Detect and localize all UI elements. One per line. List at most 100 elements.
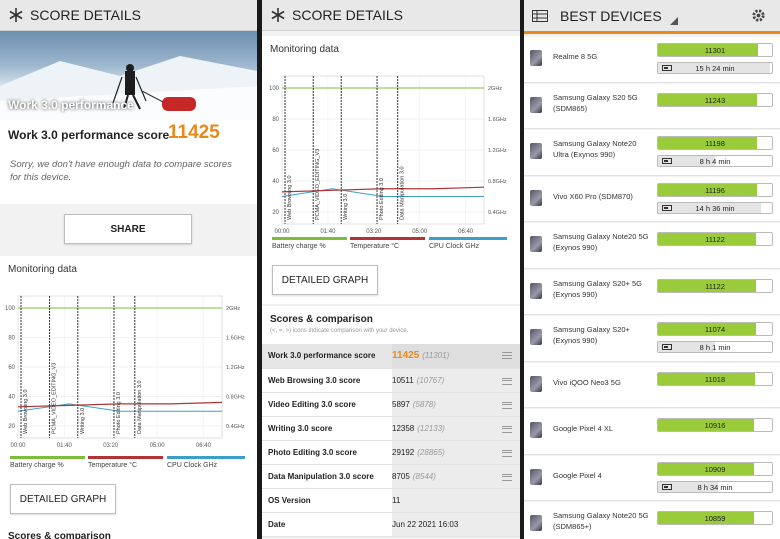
legend-battery-label: Battery charge % [10, 462, 64, 469]
menu-lines-icon[interactable] [502, 401, 512, 409]
score-row-name: Photo Editing 3.0 score [262, 440, 392, 465]
segment-label: PCMA_VIDEO_EDITING_V3 [315, 149, 321, 220]
score-row[interactable]: Web Browsing 3.0 score 10511 (10767) [262, 368, 520, 393]
hero-title: Work 3.0 performance [8, 98, 134, 112]
device-row[interactable]: Samsung Galaxy Note20 5G (SDM865+) 10859 [524, 502, 780, 539]
device-score-bar: 11301 [657, 43, 773, 57]
y-tick-label: 100 [5, 306, 16, 312]
device-name: Samsung Galaxy S20+ (Exynos 990) [553, 325, 630, 345]
score-row[interactable]: Writing 3.0 score 12358 (12133) [262, 416, 520, 441]
menu-lines-icon[interactable] [502, 352, 512, 360]
y-right-tick-label: 2GHz [488, 86, 502, 92]
device-battery-life: 8 h 1 min [699, 343, 731, 352]
page-title[interactable]: BEST DEVICES [560, 7, 662, 24]
device-score-bar: 11198 [657, 136, 773, 150]
monitoring-card: Monitoring data 100 2GHz 80 1.6GHz 60 1.2GHz 4… [262, 36, 520, 304]
segment-label: Data Manipulation 3.0 [137, 380, 143, 434]
detailed-graph-button[interactable]: DETAILED GRAPH [272, 265, 378, 295]
device-thumbnail [530, 236, 542, 253]
score-label: Work 3.0 performance score [8, 128, 170, 142]
gear-icon[interactable] [751, 8, 766, 23]
device-row[interactable]: Samsung Galaxy S20+ (Exynos 990) 11074 8 h… [524, 316, 780, 362]
legend-cpu: CPU Clock GHz [167, 456, 245, 469]
segment-label: Web Browsing 3.0 [287, 175, 293, 220]
device-name: Vivo iQOO Neo3 5G [553, 377, 621, 387]
device-score-fill [658, 419, 755, 431]
device-row[interactable]: Vivo X60 Pro (SDM870) 11196 14 h 36 min [524, 176, 780, 222]
legend-cpu-label: CPU Clock GHz [429, 243, 480, 250]
score-row-reference: (8544) [412, 471, 436, 481]
device-score: 11122 [705, 281, 725, 291]
device-thumbnail [530, 96, 542, 113]
device-battery-life: 15 h 24 min [695, 64, 735, 73]
device-row[interactable]: Google Pixel 4 XL 10916 [524, 409, 780, 455]
score-row-name: Work 3.0 performance score [262, 344, 392, 369]
score-row[interactable]: Data Manipulation 3.0 score 8705 (8544) [262, 464, 520, 489]
scores-comparison-title: Scores & comparison [270, 314, 373, 325]
device-score: 10916 [704, 421, 726, 430]
monitoring-title: Monitoring data [262, 36, 520, 63]
share-button[interactable]: SHARE [64, 214, 192, 244]
score-row[interactable]: Date Jun 22 2021 16:03 [262, 512, 520, 537]
dropdown-corner-icon[interactable] [669, 16, 678, 25]
y-tick-label: 20 [8, 424, 15, 430]
device-row[interactable]: Samsung Galaxy S20 5G (SDM865) 11243 [524, 83, 780, 129]
segment-label: Photo Editing 3.0 [116, 392, 122, 434]
score-details-panel-1: SCORE DETAILS Work 3.0 performance Work … [0, 0, 257, 539]
device-thumbnail [530, 50, 542, 67]
device-row[interactable]: Samsung Galaxy S20+ 5G (Exynos 990) 11122 [524, 269, 780, 315]
device-score-fill [658, 279, 757, 292]
menu-lines-icon[interactable] [502, 425, 512, 433]
device-score: 10859 [704, 514, 726, 523]
score-row[interactable]: OS Version 11 [262, 488, 520, 513]
score-row[interactable]: Photo Editing 3.0 score 29192 (28865) [262, 440, 520, 465]
score-row-value: 11425 [392, 350, 420, 362]
menu-lines-icon[interactable] [502, 449, 512, 457]
score-row-value: 10511 [392, 375, 414, 385]
segment-label: Writing 3.0 [343, 194, 349, 220]
x-tick-label: 06:40 [196, 443, 212, 449]
temperature-series-line [281, 186, 485, 193]
device-score-bar: 10916 [657, 418, 773, 432]
device-score-fill [658, 44, 759, 56]
device-row[interactable]: Samsung Galaxy Note20 5G (Exynos 990) 111… [524, 223, 780, 269]
device-thumbnail [530, 422, 542, 439]
device-battery-fill [658, 481, 719, 492]
menu-lines-icon[interactable] [502, 377, 512, 385]
temperature-series-line [17, 401, 223, 408]
comparison-message: Sorry, we don't have enough data to comp… [10, 159, 232, 183]
device-thumbnail [530, 282, 542, 299]
device-score-fill [658, 93, 758, 106]
device-name: Google Pixel 4 [553, 470, 602, 480]
device-battery-fill [658, 156, 715, 166]
score-row[interactable]: Work 3.0 performance score 11425 (11301) [262, 344, 520, 369]
x-tick-label: 05:00 [412, 229, 428, 235]
device-score-fill [658, 372, 756, 385]
y-tick-label: 80 [8, 336, 15, 342]
segment-label: Web Browsing 3.0 [23, 389, 29, 434]
monitoring-chart: 100 2GHz 80 1.6GHz 60 1.2GHz 40 0.8GHz 20 0.4GHz 0… [5, 295, 245, 449]
x-tick-label: 03:20 [366, 229, 382, 235]
y-tick-label: 100 [269, 86, 280, 92]
table-icon [532, 9, 548, 22]
battery-icon [662, 204, 672, 211]
device-row[interactable]: Google Pixel 4 10909 8 h 34 min [524, 455, 780, 501]
menu-lines-icon[interactable] [502, 473, 512, 481]
device-battery-bar: 8 h 34 min [657, 480, 773, 493]
device-name: Samsung Galaxy Note20 Ultra (Exynos 990) [553, 139, 637, 159]
device-score: 11196 [705, 185, 725, 195]
monitoring-graph-1: 100 2GHz 80 1.6GHz 60 1.2GHz 40 0.8GHz 20 0.4GHz 0… [0, 284, 257, 539]
device-row[interactable]: Realme 8 5G 11301 15 h 24 min [524, 37, 780, 83]
y-right-tick-label: 0.4GHz [226, 424, 245, 430]
y-right-tick-label: 1.2GHz [488, 148, 507, 154]
device-row[interactable]: Samsung Galaxy Note20 Ultra (Exynos 990)… [524, 130, 780, 176]
score-row[interactable]: Video Editing 3.0 score 5897 (5878) [262, 392, 520, 417]
device-thumbnail [530, 375, 542, 392]
y-tick-label: 20 [272, 210, 279, 216]
score-details-panel-2: SCORE DETAILS Monitoring data 100 2GHz 80 1… [262, 0, 520, 539]
device-row[interactable]: Vivo iQOO Neo3 5G 11018 [524, 362, 780, 408]
device-score-fill [658, 512, 755, 524]
device-score-bar: 11243 [657, 92, 773, 107]
page-title: SCORE DETAILS [30, 7, 141, 23]
detailed-graph-button[interactable]: DETAILED GRAPH [10, 484, 116, 514]
